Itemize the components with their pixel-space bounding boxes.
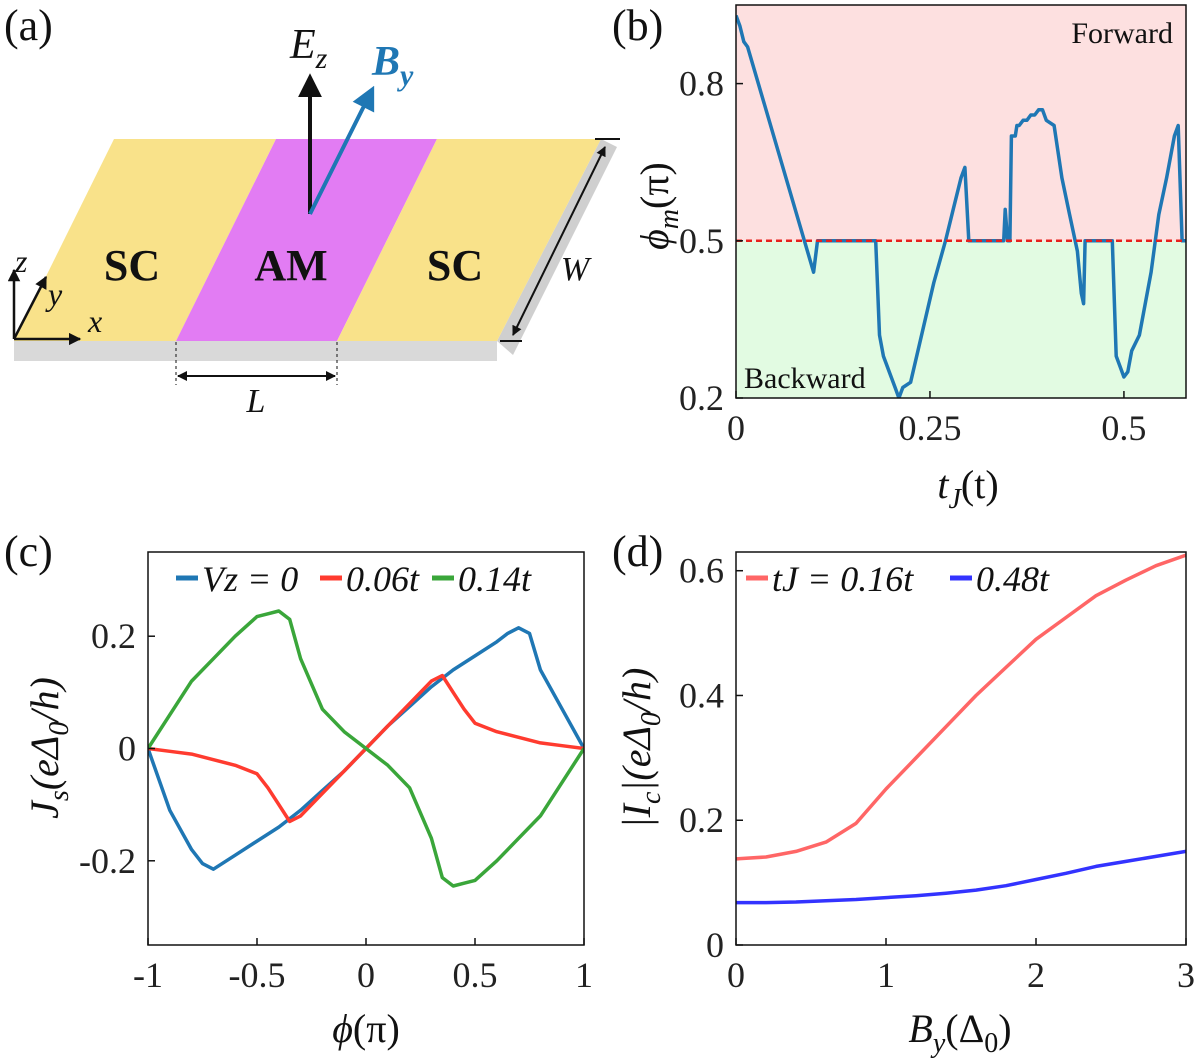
- b-xtick-label: 0: [727, 408, 745, 448]
- b-xtick-label: 0.5: [1101, 408, 1146, 448]
- forward-region: [736, 5, 1186, 241]
- c-xtick-label: 0: [357, 955, 375, 995]
- panel-c-chart: (c) -1 -0.5 0 0.5 1 -0.2 0 0.2 Vz = 0 0.06t 0.14t…: [4, 527, 593, 1051]
- ylabel-c: Js(eΔ0/h): [22, 677, 75, 819]
- y-axis-arrow: [12, 275, 48, 340]
- d-ytick-label: 0: [706, 925, 724, 965]
- backward-label: Backward: [744, 362, 866, 395]
- d-ytick-label: 0.4: [679, 675, 724, 715]
- panel-label-c: (c): [4, 527, 53, 576]
- c-ytick-label: 0: [118, 729, 136, 769]
- w-label: W: [561, 251, 592, 288]
- w-dimension-arrow: [512, 146, 606, 336]
- xlabel-c: ϕ(π): [332, 1006, 400, 1051]
- panel-label-b: (b): [612, 1, 663, 50]
- ylabel-d: |Ic|(eΔ0/h): [614, 668, 667, 829]
- am-label: AM: [254, 241, 327, 290]
- l-label: L: [246, 383, 266, 420]
- panel-a-schematic: (a) SC AM SC Ez By z y x L W: [4, 1, 620, 420]
- axes-box-b: [735, 4, 1187, 399]
- b-ytick-label: 0.8: [679, 64, 724, 104]
- sc-left-region: [14, 139, 276, 341]
- b-xtick-label: 0.25: [898, 408, 961, 448]
- legend-label-c-0: Vz = 0: [202, 559, 298, 599]
- ez-label: Ez: [289, 22, 328, 75]
- legend-label-c-2: 0.14t: [458, 559, 532, 599]
- c-ytick-label: 0.2: [91, 616, 136, 656]
- slab-front-edge: [14, 341, 497, 361]
- forward-label: Forward: [1071, 17, 1173, 50]
- c-xtick-label: 1: [575, 955, 593, 995]
- d-xtick-label: 0: [727, 955, 745, 995]
- series-line-d-1: [736, 849, 1186, 905]
- d-xtick-label: 2: [1027, 955, 1045, 995]
- d-ytick-label: 0.6: [679, 551, 724, 591]
- b-ytick-label: 0.5: [679, 221, 724, 261]
- series-line-d-0: [736, 553, 1186, 861]
- legend-c: Vz = 0 0.06t 0.14t: [176, 559, 532, 599]
- x-axis-label: x: [87, 303, 102, 339]
- panel-d-chart: (d) 0 1 2 3 0 0.2 0.4 0.6 tJ = 0.16t 0.48t By(Δ0…: [612, 527, 1195, 1059]
- d-xtick-label: 1: [877, 955, 895, 995]
- panel-label-a: (a): [4, 1, 53, 50]
- c-ytick-label: -0.2: [79, 841, 136, 881]
- legend-d: tJ = 0.16t 0.48t: [746, 559, 1050, 599]
- ylabel-b: ϕm(π): [632, 162, 685, 250]
- y-axis-label: y: [45, 276, 63, 312]
- z-axis-label: z: [14, 243, 28, 279]
- legend-label-d-1: 0.48t: [976, 559, 1050, 599]
- legend-label-c-1: 0.06t: [346, 559, 420, 599]
- xlabel-b: tJ(t): [937, 462, 998, 515]
- by-arrow: [308, 85, 375, 215]
- c-xtick-label: -0.5: [229, 955, 286, 995]
- sc-left-label: SC: [104, 241, 160, 290]
- panel-b-chart: (b) 0 0.25 0.5 0.2 0.5 0.8 Forward Backward t…: [612, 1, 1187, 515]
- by-label: By: [371, 39, 414, 92]
- c-xtick-label: -1: [133, 955, 163, 995]
- xlabel-d: By(Δ0): [908, 1006, 1011, 1059]
- legend-label-d-0: tJ = 0.16t: [772, 559, 914, 599]
- series-line-c-2: [148, 609, 584, 888]
- axes-box-d: [735, 551, 1187, 946]
- d-ytick-label: 0.2: [679, 800, 724, 840]
- sc-right-label: SC: [427, 241, 483, 290]
- am-region: [176, 139, 437, 341]
- series-line-phi-m: [736, 14, 1186, 398]
- d-xtick-label: 3: [1177, 955, 1195, 995]
- b-ytick-label: 0.2: [679, 378, 724, 418]
- c-xtick-label: 0.5: [453, 955, 498, 995]
- panel-label-d: (d): [612, 527, 663, 576]
